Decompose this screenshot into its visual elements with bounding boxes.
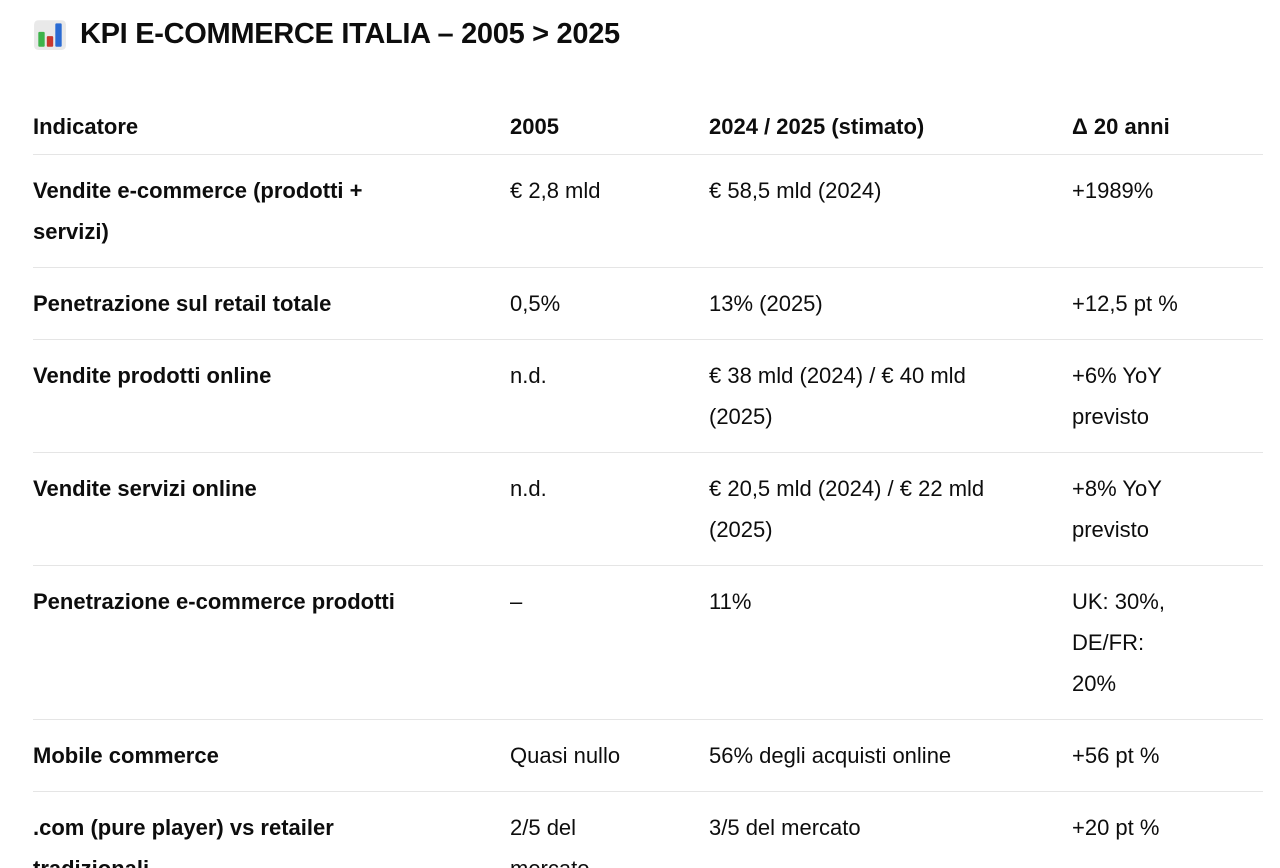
col-header-delta-20-anni: Δ 20 anni [1072, 99, 1263, 155]
cell-indicatore: Penetrazione sul retail totale [33, 267, 510, 340]
cell-2005: 2/5 del mercato [510, 791, 709, 868]
table-row: Vendite e-commerce (prodotti + servizi) … [33, 154, 1263, 268]
cell-2024-2025: 3/5 del mercato [709, 791, 1072, 868]
table-row: Penetrazione sul retail totale 0,5% 13% … [33, 267, 1263, 340]
page-title: KPI E-COMMERCE ITALIA – 2005 > 2025 [80, 18, 620, 50]
table-row: .com (pure player) vs retailer tradizion… [33, 791, 1263, 868]
cell-2005: Quasi nullo [510, 719, 709, 792]
cell-2005: – [510, 565, 709, 720]
table-row: Vendite prodotti online n.d. € 38 mld (2… [33, 339, 1263, 453]
cell-2005: n.d. [510, 452, 709, 566]
cell-delta: +56 pt % [1072, 719, 1263, 792]
cell-2024-2025: 11% [709, 565, 1072, 720]
cell-2005: € 2,8 mld [510, 154, 709, 268]
cell-indicatore: Mobile commerce [33, 719, 510, 792]
cell-2005: 0,5% [510, 267, 709, 340]
cell-indicatore: Vendite prodotti online [33, 339, 510, 453]
cell-indicatore: Vendite e-commerce (prodotti + servizi) [33, 154, 510, 268]
cell-2024-2025: € 58,5 mld (2024) [709, 154, 1072, 268]
cell-2024-2025: 56% degli acquisti online [709, 719, 1072, 792]
cell-delta: +20 pt % [1072, 791, 1263, 868]
cell-delta: +12,5 pt % [1072, 267, 1263, 340]
table-row: Mobile commerce Quasi nullo 56% degli ac… [33, 719, 1263, 792]
cell-2024-2025: € 38 mld (2024) / € 40 mld (2025) [709, 339, 1072, 453]
cell-delta: +6% YoY previsto [1072, 339, 1263, 453]
col-header-2005: 2005 [510, 99, 709, 155]
cell-delta: UK: 30%, DE/FR: 20% [1072, 565, 1263, 720]
kpi-table: Indicatore 2005 2024 / 2025 (stimato) Δ … [33, 99, 1263, 868]
cell-2024-2025: € 20,5 mld (2024) / € 22 mld (2025) [709, 452, 1072, 566]
cell-delta: +1989% [1072, 154, 1263, 268]
cell-indicatore: Penetrazione e-commerce prodotti [33, 565, 510, 720]
cell-2005: n.d. [510, 339, 709, 453]
bar-chart-icon [34, 20, 66, 50]
col-header-indicatore: Indicatore [33, 99, 510, 155]
page-title-row: KPI E-COMMERCE ITALIA – 2005 > 2025 [33, 14, 1263, 54]
cell-indicatore: Vendite servizi online [33, 452, 510, 566]
table-header-row: Indicatore 2005 2024 / 2025 (stimato) Δ … [33, 99, 1263, 155]
cell-delta: +8% YoY previsto [1072, 452, 1263, 566]
cell-indicatore: .com (pure player) vs retailer tradizion… [33, 791, 510, 868]
cell-2024-2025: 13% (2025) [709, 267, 1072, 340]
table-row: Penetrazione e-commerce prodotti – 11% U… [33, 565, 1263, 720]
col-header-2024-2025: 2024 / 2025 (stimato) [709, 99, 1072, 155]
table-row: Vendite servizi online n.d. € 20,5 mld (… [33, 452, 1263, 566]
